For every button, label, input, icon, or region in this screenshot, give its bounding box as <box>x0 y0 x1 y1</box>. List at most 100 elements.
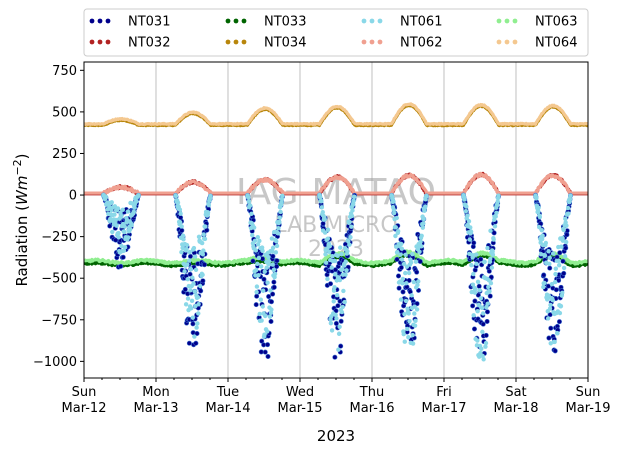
legend-marker <box>233 39 239 45</box>
point-NT061 <box>264 265 269 270</box>
point-NT061 <box>265 329 270 334</box>
point-NT031 <box>328 281 334 287</box>
point-NT061 <box>318 195 323 200</box>
point-NT061 <box>534 196 539 201</box>
y-tick-label: −500 <box>41 272 77 287</box>
point-NT061 <box>406 270 412 276</box>
point-NT061 <box>536 224 542 230</box>
point-NT061 <box>120 207 126 212</box>
point-NT061 <box>546 249 551 254</box>
x-tick-label-day: Sat <box>505 385 526 400</box>
point-NT061 <box>247 203 253 208</box>
point-NT061 <box>328 320 334 326</box>
point-NT031 <box>190 321 196 327</box>
series-layer <box>84 102 588 362</box>
point-NT061 <box>410 251 415 257</box>
point-NT061 <box>125 209 131 214</box>
point-NT061 <box>323 260 329 265</box>
point-NT061 <box>352 194 357 200</box>
point-NT061 <box>175 200 181 205</box>
point-NT061 <box>467 237 473 242</box>
point-NT061 <box>178 211 183 216</box>
point-NT061 <box>132 205 137 210</box>
point-NT061 <box>421 221 426 226</box>
point-NT031 <box>406 277 412 283</box>
point-NT061 <box>418 239 423 245</box>
point-NT031 <box>262 349 268 355</box>
point-NT061 <box>561 227 566 233</box>
point-NT061 <box>252 238 258 244</box>
point-NT061 <box>565 205 571 211</box>
point-NT031 <box>417 258 423 264</box>
point-NT061 <box>340 304 345 310</box>
point-NT061 <box>348 235 353 240</box>
point-NT061 <box>256 272 261 278</box>
point-NT061 <box>263 313 268 319</box>
x-tick-label-day: Fri <box>436 385 452 400</box>
point-NT061 <box>395 228 401 234</box>
point-NT061 <box>257 238 262 244</box>
point-NT031 <box>187 253 193 259</box>
point-NT061 <box>492 217 497 222</box>
point-NT061 <box>414 307 420 312</box>
x-tick-label-day: Sun <box>72 385 97 400</box>
legend-marker <box>512 18 518 24</box>
point-NT061 <box>468 229 474 234</box>
point-NT061 <box>194 325 199 330</box>
point-NT061 <box>134 198 139 204</box>
point-NT061 <box>262 332 267 337</box>
point-NT061 <box>417 249 422 255</box>
point-NT031 <box>483 332 489 338</box>
point-NT031 <box>472 298 478 304</box>
point-NT061 <box>403 298 409 304</box>
point-NT061 <box>547 255 552 261</box>
point-NT031 <box>332 354 338 360</box>
point-NT061 <box>420 225 426 230</box>
point-NT061 <box>560 238 566 243</box>
point-NT061 <box>485 301 490 306</box>
point-NT061 <box>349 224 354 229</box>
point-NT061 <box>547 306 553 311</box>
point-NT061 <box>335 253 340 259</box>
point-NT061 <box>557 310 563 316</box>
point-NT061 <box>178 220 183 225</box>
point-NT031 <box>194 331 200 337</box>
legend-marker <box>504 18 510 24</box>
point-NT031 <box>179 227 185 233</box>
legend-label: NT031 <box>128 15 170 30</box>
point-NT031 <box>338 343 344 349</box>
point-NT061 <box>482 259 487 265</box>
point-NT031 <box>541 272 547 278</box>
point-NT061 <box>336 347 341 352</box>
point-NT061 <box>270 245 276 251</box>
point-NT061 <box>338 245 343 250</box>
point-NT031 <box>250 258 256 264</box>
series-NT062 <box>84 171 588 196</box>
legend-marker <box>504 39 510 45</box>
point-NT061 <box>189 306 194 311</box>
point-NT061 <box>475 309 480 314</box>
point-NT061 <box>536 209 541 214</box>
point-NT061 <box>406 335 411 340</box>
legend-item-NT031: NT031 <box>89 15 170 30</box>
legend-item-NT062: NT062 <box>361 36 442 51</box>
point-NT061 <box>402 311 407 317</box>
point-NT061 <box>179 224 184 229</box>
x-tick-label-date: Mar-19 <box>566 401 611 416</box>
point-NT061 <box>206 202 211 208</box>
point-NT061 <box>189 298 195 304</box>
y-axis-title-unit: Wm <box>13 176 31 205</box>
point-NT061 <box>108 216 113 221</box>
point-NT061 <box>480 311 486 316</box>
point-NT061 <box>472 290 478 295</box>
point-NT061 <box>488 256 493 262</box>
point-NT061 <box>485 245 490 251</box>
point-NT061 <box>398 252 403 257</box>
point-NT061 <box>190 315 196 320</box>
point-NT031 <box>547 265 553 271</box>
point-NT061 <box>335 293 340 298</box>
legend-marker <box>496 39 502 45</box>
point-NT031 <box>553 287 559 293</box>
x-tick-label-day: Tue <box>216 385 239 400</box>
point-NT061 <box>280 193 285 199</box>
